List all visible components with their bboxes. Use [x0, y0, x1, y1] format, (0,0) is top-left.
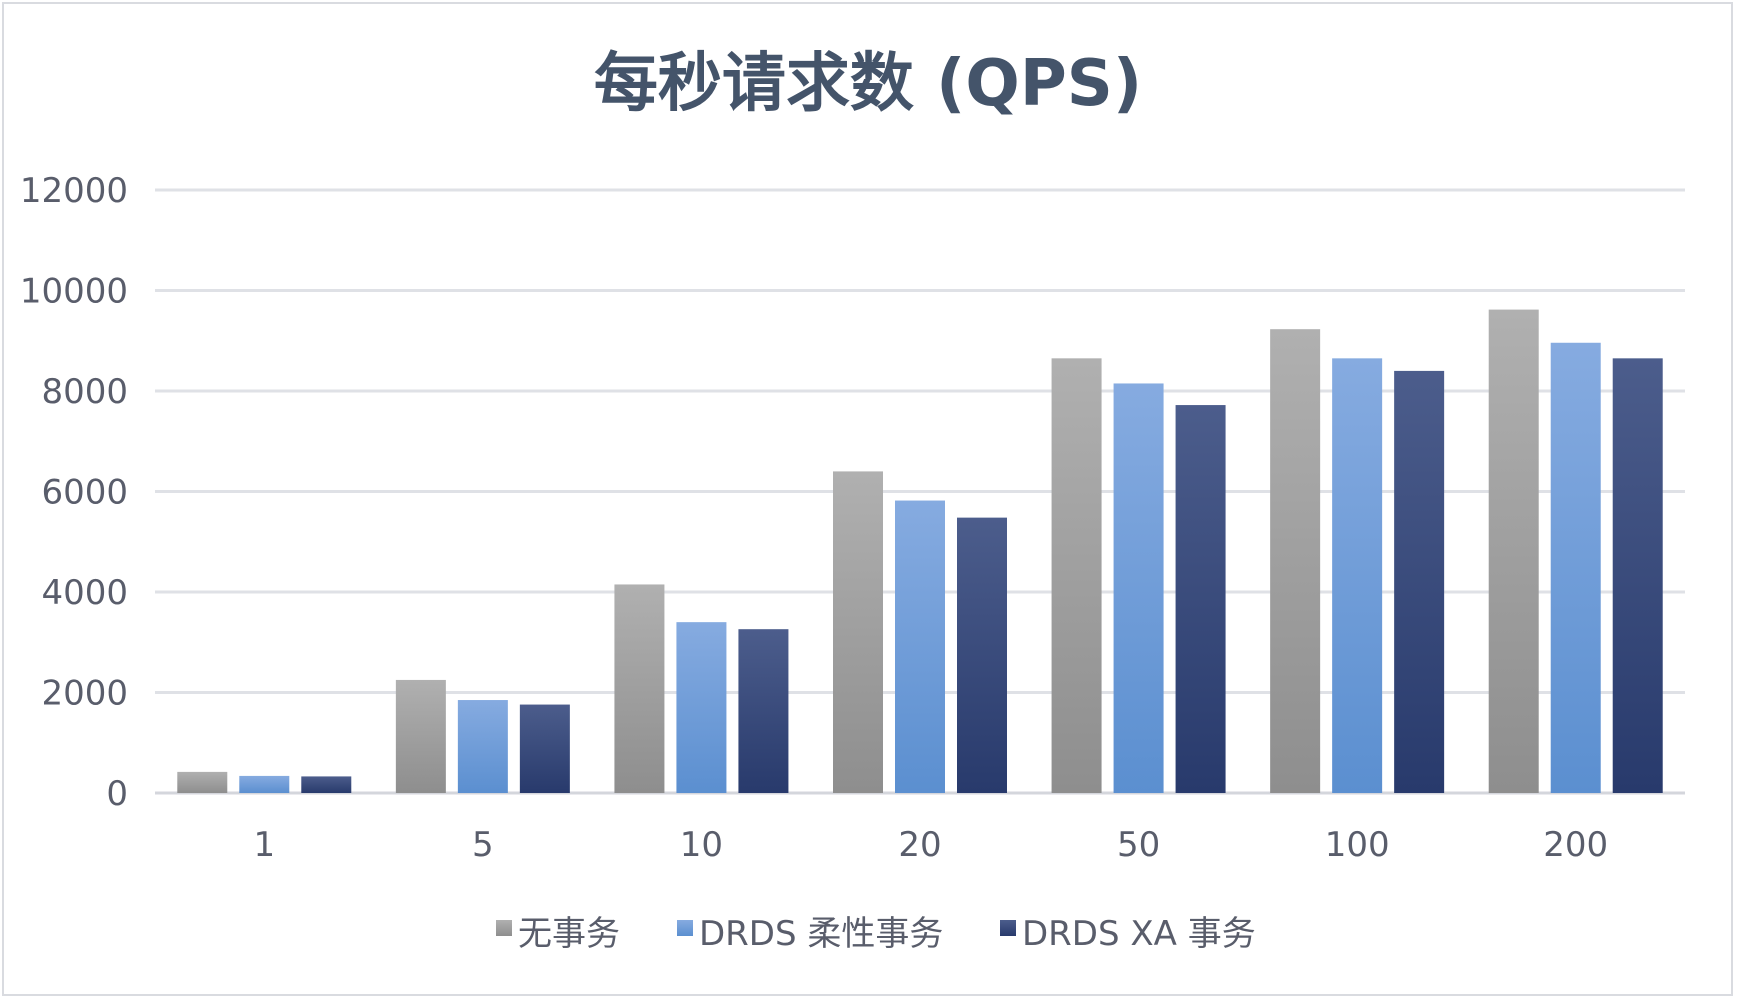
bar-DRDS XA 事务-200	[1612, 358, 1663, 793]
y-tick-label: 2000	[41, 674, 128, 714]
y-tick-label: 12000	[20, 171, 128, 211]
y-tick-label: 4000	[41, 573, 128, 613]
bar-无事务-50	[1051, 358, 1102, 793]
chart-title: 每秒请求数 (QPS)	[594, 47, 1142, 121]
bars	[177, 309, 1663, 793]
x-axis-ticks: 1 5 10 20 50 100 200	[253, 825, 1608, 865]
bar-DRDS 柔性事务-200	[1550, 342, 1601, 793]
bar-无事务-1	[177, 771, 228, 793]
legend-swatch	[1000, 920, 1016, 936]
bar-无事务-20	[833, 471, 883, 793]
bar-DRDS 柔性事务-10	[676, 622, 727, 793]
bar-DRDS XA 事务-100	[1394, 370, 1445, 793]
bar-DRDS XA 事务-1	[301, 776, 352, 793]
bar-DRDS 柔性事务-5	[457, 700, 508, 793]
x-tick-label: 5	[472, 825, 494, 865]
bar-DRDS 柔性事务-1	[239, 775, 290, 793]
bar-DRDS XA 事务-50	[1175, 405, 1226, 793]
y-tick-label: 10000	[20, 272, 128, 312]
bar-DRDS XA 事务-10	[738, 629, 789, 793]
bar-DRDS 柔性事务-100	[1332, 358, 1383, 793]
bar-无事务-200	[1488, 309, 1539, 793]
x-tick-label: 50	[1117, 825, 1160, 865]
x-tick-label: 100	[1325, 825, 1390, 865]
y-axis-ticks: 0 2000 4000 6000 8000 10000 12000	[20, 171, 128, 814]
legend: 无事务 DRDS 柔性事务 DRDS XA 事务	[496, 914, 1256, 954]
y-tick-label: 8000	[41, 372, 128, 412]
x-tick-label: 1	[253, 825, 275, 865]
bar-无事务-10	[614, 584, 665, 793]
legend-label: DRDS XA 事务	[1022, 914, 1256, 954]
bar-DRDS XA 事务-5	[519, 704, 570, 793]
y-tick-label: 6000	[41, 473, 128, 513]
legend-label: 无事务	[518, 914, 620, 954]
bar-DRDS XA 事务-20	[957, 517, 1007, 793]
legend-swatch	[677, 920, 693, 936]
legend-label: DRDS 柔性事务	[699, 914, 943, 954]
y-tick-label: 0	[106, 774, 128, 814]
bar-DRDS 柔性事务-20	[895, 500, 945, 793]
legend-swatch	[496, 920, 512, 936]
x-tick-label: 20	[898, 825, 941, 865]
bar-无事务-5	[395, 679, 446, 793]
bar-DRDS 柔性事务-50	[1113, 383, 1164, 793]
x-tick-label: 200	[1543, 825, 1608, 865]
x-tick-label: 10	[680, 825, 723, 865]
bar-无事务-100	[1270, 329, 1321, 793]
